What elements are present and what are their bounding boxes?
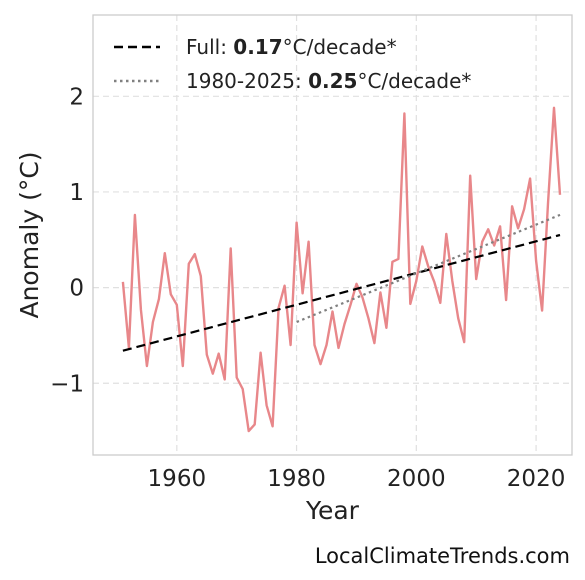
legend-suffix-full: °C/decade* bbox=[283, 35, 397, 59]
legend-value-1980-2025: 0.25 bbox=[308, 69, 357, 93]
y-tick-label: 2 bbox=[69, 84, 84, 110]
x-tick-label: 1960 bbox=[148, 466, 207, 492]
x-tick-label: 2020 bbox=[507, 466, 566, 492]
y-axis-label: Anomaly (°C) bbox=[15, 151, 44, 318]
tick-labels: 1960 1980 2000 2020 −1 0 1 2 bbox=[50, 84, 565, 492]
legend-prefix-1980-2025: 1980-2025: bbox=[186, 69, 308, 93]
legend-prefix-full: Full: bbox=[186, 35, 233, 59]
series-layer bbox=[121, 106, 562, 433]
legend-value-full: 0.17 bbox=[233, 35, 282, 59]
legend-label-1980-2025: 1980-2025: 0.25°C/decade* bbox=[186, 69, 471, 93]
x-tick-label: 2000 bbox=[387, 466, 446, 492]
full-trend-line bbox=[122, 233, 561, 352]
legend-label-full: Full: 0.17°C/decade* bbox=[186, 35, 397, 59]
legend: Full: 0.17°C/decade* 1980-2025: 0.25°C/d… bbox=[114, 35, 471, 93]
anomaly-series-line bbox=[121, 106, 562, 433]
y-tick-label: 0 bbox=[69, 276, 84, 302]
legend-suffix-1980-2025: °C/decade* bbox=[357, 69, 471, 93]
x-axis-label: Year bbox=[305, 496, 360, 525]
plot-frame bbox=[92, 14, 573, 456]
x-tick-label: 1980 bbox=[267, 466, 326, 492]
watermark-text: LocalClimateTrends.com bbox=[314, 544, 570, 568]
y-tick-label: 1 bbox=[69, 180, 84, 206]
y-tick-label: −1 bbox=[50, 371, 84, 397]
